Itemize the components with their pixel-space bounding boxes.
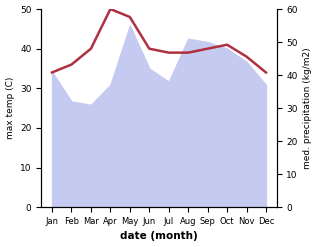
X-axis label: date (month): date (month): [120, 231, 198, 242]
Y-axis label: med. precipitation (kg/m2): med. precipitation (kg/m2): [303, 47, 313, 169]
Y-axis label: max temp (C): max temp (C): [5, 77, 15, 139]
